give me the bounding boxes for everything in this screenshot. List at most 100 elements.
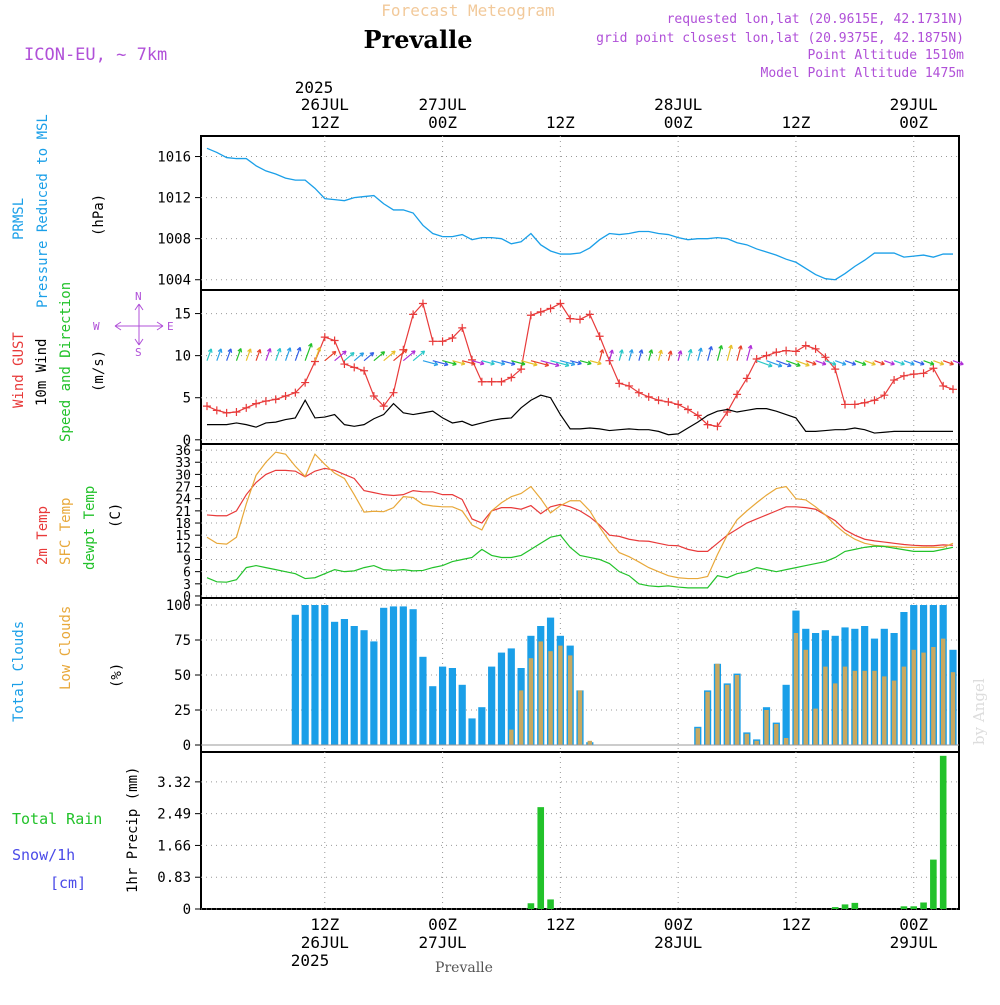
wind-direction-arrow	[893, 360, 905, 366]
rain-bar	[547, 899, 554, 909]
watermark: by Angel	[970, 678, 988, 745]
low-clouds-bar	[725, 684, 730, 745]
wind-direction-arrow	[481, 360, 495, 366]
gust-point	[664, 397, 673, 406]
wind-direction-arrow	[452, 360, 466, 366]
footer-place: Prevalle	[435, 960, 493, 976]
total-clouds-bar	[331, 621, 339, 745]
snow-unit-label: [cm]	[50, 874, 86, 892]
bottom-hour-label: 12Z	[546, 915, 575, 934]
gust-point	[497, 377, 506, 386]
compass-e: E	[167, 320, 174, 333]
total-clouds-bar	[478, 707, 486, 745]
low-clouds-bar	[587, 740, 593, 745]
wind-direction-arrow	[638, 349, 644, 361]
low-clouds-label: Low Clouds	[58, 606, 74, 690]
wind-direction-arrow	[884, 360, 895, 366]
wind-direction-arrow	[383, 350, 396, 362]
gust-point	[605, 356, 614, 365]
top-hour-label: 00Z	[428, 113, 457, 132]
bottom-date-label: 29JUL	[890, 933, 938, 952]
total-clouds-bar	[448, 668, 456, 745]
wind-direction-arrow	[216, 348, 223, 361]
wind-direction-arrow	[511, 360, 526, 366]
y-tick-label: 1012	[157, 191, 191, 207]
wind-direction-arrow	[530, 360, 550, 367]
gust-point	[762, 351, 771, 360]
wind-direction-arrow	[275, 347, 282, 361]
low-clouds-bar	[577, 690, 583, 745]
gust-point	[477, 377, 486, 386]
total-clouds-bar	[350, 626, 358, 745]
gust-point	[546, 304, 555, 313]
gust-point	[252, 399, 261, 408]
bottom-hour-label: 12Z	[781, 915, 810, 934]
compass-arrows	[114, 303, 164, 346]
wind-frame	[200, 289, 960, 445]
gust-point	[654, 396, 663, 405]
wind-direction-arrow	[844, 360, 857, 366]
gust-point	[330, 336, 339, 345]
y-tick-label: 36	[175, 444, 191, 459]
gust-point	[576, 315, 584, 324]
wind-direction-arrow	[716, 345, 724, 361]
wind-direction-arrow	[284, 347, 292, 361]
wind-direction-arrow	[599, 349, 605, 361]
gust-label: Wind GUST	[11, 332, 27, 408]
wind-direction-arrow	[805, 360, 817, 366]
wind-direction-arrow	[648, 349, 654, 361]
wind-direction-arrow	[726, 344, 733, 361]
wind-direction-arrow	[667, 350, 673, 361]
wind-direction-arrow	[608, 349, 614, 361]
gust-point	[890, 376, 899, 385]
y-tick-label: 1004	[157, 273, 191, 289]
wind-direction-arrow	[402, 350, 416, 362]
wind-direction-arrow	[304, 342, 313, 361]
wind-direction-arrow	[245, 348, 252, 361]
gust-point	[791, 347, 800, 356]
wind-direction-arrow	[255, 348, 262, 361]
wind-direction-arrow	[835, 360, 847, 366]
y-tick-label: 0	[183, 902, 191, 918]
gust-point	[683, 405, 692, 414]
total-clouds-bar	[488, 666, 496, 745]
gust-point	[212, 406, 221, 415]
low-clouds-bar	[538, 641, 543, 745]
bottom-hour-label: 00Z	[428, 915, 457, 934]
low-clouds-bar	[528, 658, 534, 745]
bottom-date-label: 26JUL	[301, 933, 349, 952]
wind-direction-arrow	[707, 345, 713, 361]
pressure-panel: 1004 1008 1012 1016	[157, 135, 960, 291]
top-date-label: 28JUL	[654, 95, 702, 114]
low-clouds-bar	[548, 651, 553, 745]
gust-point	[899, 371, 908, 380]
wind-direction-arrow	[795, 360, 810, 367]
low-clouds-bar	[931, 647, 936, 745]
rain-bar	[831, 907, 839, 909]
wind-direction-arrow	[815, 360, 827, 366]
gust-point	[428, 337, 437, 346]
gust-point	[713, 422, 722, 431]
total-clouds-bar	[419, 656, 427, 745]
y-tick-label: 1016	[157, 150, 191, 166]
temp2m-label: 2m Temp	[35, 506, 51, 565]
wind-direction-arrow	[314, 346, 322, 361]
gust-point	[742, 374, 751, 383]
wind-panel: 0 5 10 15	[174, 289, 964, 449]
gust-point	[507, 373, 516, 382]
y-tick-label: 75	[174, 633, 191, 649]
low-clouds-bar	[911, 649, 916, 745]
total-clouds-bar	[301, 605, 309, 745]
compass-s: S	[135, 346, 142, 359]
precipitation-frame	[200, 751, 960, 910]
rain-bar	[851, 902, 859, 909]
gust-point	[909, 370, 918, 379]
gust-point	[615, 379, 624, 388]
gust-point	[644, 392, 653, 401]
top-date-label: 29JUL	[890, 95, 938, 114]
total-clouds-bar	[399, 606, 407, 745]
y-tick-label: 33	[175, 456, 191, 471]
top-hour-label: 00Z	[899, 113, 928, 132]
gust-point	[526, 311, 535, 320]
rain-bar	[527, 903, 535, 909]
